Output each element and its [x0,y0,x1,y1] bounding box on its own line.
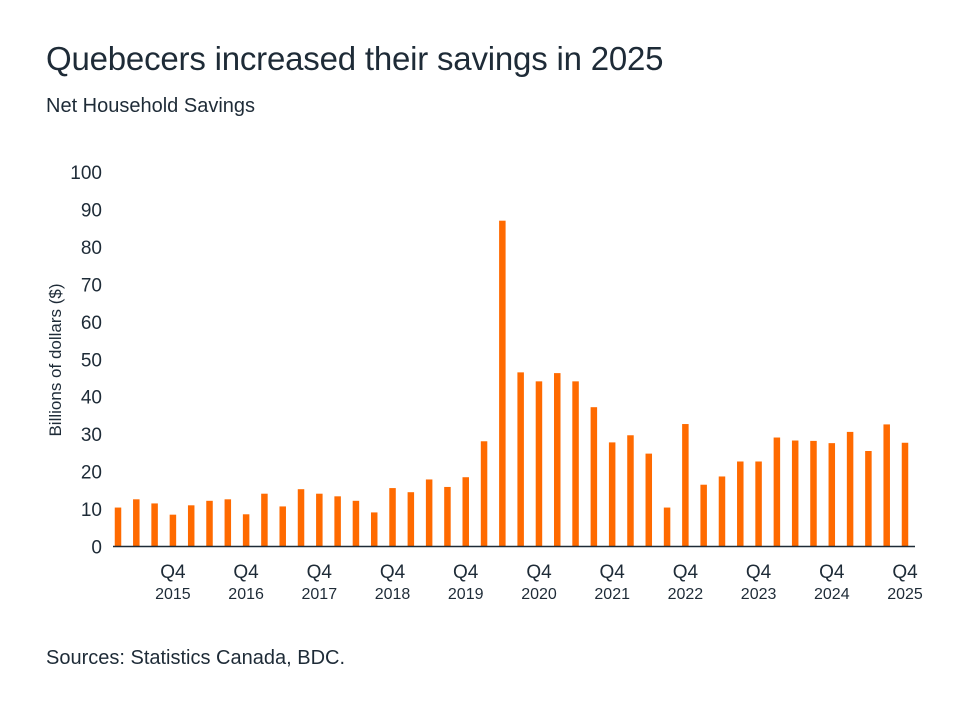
x-tick-quarter-label: Q4 [453,562,479,583]
bar-q4-2017 [316,493,323,547]
y-axis-label: Billions of dollars ($) [46,283,65,436]
x-tick-quarter-label: Q4 [600,562,626,583]
x-tick-year-label: 2025 [887,586,923,603]
x-tick-quarter-label: Q4 [526,562,552,583]
bar-q3-2018 [370,512,378,547]
bar-q4-2015 [169,514,177,547]
y-tick-label: 30 [81,425,102,446]
bar-q1-2016 [187,505,195,547]
y-tick-label: 40 [81,388,102,409]
y-tick-label: 70 [81,275,102,296]
bar-q1-2023 [700,484,707,547]
bar-q4-2016 [242,514,250,547]
x-tick-year-label: 2022 [668,586,704,603]
source-note: Sources: Statistics Canada, BDC. [46,647,346,669]
x-tick-year-label: 2021 [594,586,630,603]
bar-q2-2020 [499,220,506,547]
y-tick-label: 20 [81,463,102,484]
x-tick-year-label: 2019 [448,586,484,603]
bar-q4-2022 [682,424,689,547]
bar-q3-2022 [663,507,671,547]
y-tick-label: 10 [81,500,102,521]
bar-q2-2021 [572,381,579,547]
bar-q1-2024 [773,437,781,547]
x-tick-quarter-label: Q4 [307,562,333,583]
bar-q1-2022 [627,435,634,547]
bar-q2-2024 [791,440,799,547]
x-tick-quarter-label: Q4 [892,562,918,583]
bar-q3-2023 [737,461,744,547]
x-tick-year-label: 2020 [521,586,557,603]
bar-q4-2018 [389,488,396,547]
bar-q2-2015 [133,499,140,547]
bar-q2-2016 [206,500,213,547]
bar-q1-2017 [261,493,268,547]
bar-q3-2020 [517,372,524,547]
bar-q1-2018 [334,496,341,547]
x-tick-quarter-label: Q4 [673,562,699,583]
x-tick-year-label: 2023 [741,586,777,603]
x-tick-quarter-label: Q4 [819,562,845,583]
bar-q1-2020 [480,441,488,547]
x-tick-quarter-label: Q4 [233,562,259,583]
bar-q2-2025 [865,451,872,547]
x-axis-ticks: Q4 2015 Q4 2016 Q4 2017 Q4 2018 Q4 2019 Q4 2020 Q4 20… [155,562,923,603]
bar-q3-2021 [590,407,598,547]
bar-q3-2016 [224,499,232,547]
y-tick-label: 80 [81,238,102,259]
y-axis-ticks: 0 10 20 30 40 50 60 70 80 90 100 [70,163,102,559]
y-tick-label: 100 [70,163,102,184]
x-tick-year-label: 2015 [155,586,191,603]
bar-q4-2021 [608,442,616,547]
bar-q2-2019 [425,479,433,547]
bar-q2-2022 [645,453,653,547]
y-tick-label: 60 [81,313,102,334]
bar-q4-2024 [828,443,836,547]
bar-q4-2020 [535,381,543,547]
bar-q2-2017 [279,506,286,547]
bar-q1-2015 [114,507,122,547]
bar-q2-2023 [718,476,726,547]
bars [114,220,909,547]
y-tick-label: 50 [81,350,102,371]
bar-q3-2025 [883,424,890,547]
x-tick-year-label: 2016 [228,586,264,603]
x-tick-year-label: 2018 [375,586,411,603]
y-tick-label: 0 [91,538,102,559]
y-tick-label: 90 [81,200,102,221]
x-tick-quarter-label: Q4 [160,562,186,583]
bar-q3-2019 [444,486,451,547]
bar-q2-2018 [352,500,360,547]
x-tick-year-label: 2017 [302,586,338,603]
bar-q3-2024 [810,440,817,547]
bar-q4-2023 [755,461,762,547]
bar-q4-2025 [901,442,909,547]
bar-q3-2017 [297,489,305,547]
x-tick-quarter-label: Q4 [380,562,406,583]
bar-q1-2021 [554,373,561,547]
chart-subtitle: Net Household Savings [46,95,256,117]
bar-q1-2025 [846,431,854,547]
bar-q3-2015 [151,503,158,547]
x-tick-quarter-label: Q4 [746,562,772,583]
x-tick-year-label: 2024 [814,586,850,603]
chart-title: Quebecers increased their savings in 202… [46,40,664,77]
bar-q4-2019 [462,477,469,547]
bar-q1-2019 [407,492,415,547]
